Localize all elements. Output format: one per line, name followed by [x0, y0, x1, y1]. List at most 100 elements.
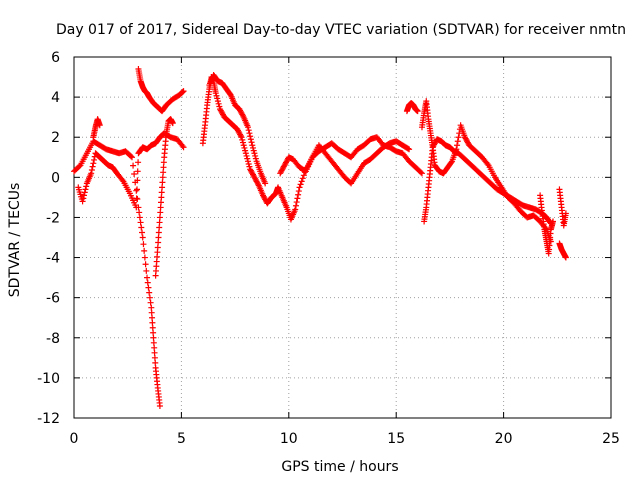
data-point	[149, 324, 156, 331]
y-tick-labels: -12 -10 -8 -6 -4 -2 0 2 4 6	[37, 50, 60, 427]
data-point	[159, 179, 166, 186]
data-point	[239, 112, 246, 119]
data-point	[562, 210, 569, 217]
data-point	[134, 196, 141, 203]
series-track-K	[418, 98, 554, 245]
y-tick-label: -2	[46, 210, 60, 226]
data-point	[151, 354, 158, 361]
plot-frame	[73, 56, 612, 419]
data-point	[300, 172, 307, 179]
series-track-L	[537, 192, 557, 257]
data-point	[252, 155, 259, 162]
data-point	[297, 181, 304, 188]
data-point	[213, 92, 220, 99]
data-point	[262, 180, 269, 187]
x-tick-label: 5	[177, 431, 186, 447]
data-point	[155, 234, 162, 241]
data-point	[214, 98, 221, 105]
data-point	[244, 155, 251, 162]
data-point	[149, 314, 156, 321]
data-point	[90, 160, 97, 167]
data-point	[252, 152, 259, 159]
data-point	[91, 156, 98, 163]
data-point	[242, 147, 249, 154]
data-point	[149, 319, 156, 326]
data-point	[81, 192, 88, 199]
data-point	[144, 274, 151, 281]
series-track-M	[556, 186, 569, 229]
data-point	[148, 304, 155, 311]
data-point	[180, 144, 187, 151]
data-point	[150, 329, 157, 336]
data-point	[243, 152, 250, 159]
y-tick-label: -10	[37, 371, 60, 387]
data-point	[155, 229, 162, 236]
data-point	[296, 184, 303, 191]
data-point	[147, 299, 154, 306]
data-point	[79, 198, 86, 205]
data-point	[146, 294, 153, 301]
data-point	[242, 150, 249, 157]
gridlines	[74, 57, 611, 418]
series-track-G	[206, 72, 269, 187]
data-point	[215, 100, 222, 107]
data-point	[133, 204, 140, 211]
y-tick-label: -4	[46, 251, 60, 267]
data-point	[139, 234, 146, 241]
chart-title: Day 017 of 2017, Sidereal Day-to-day VTE…	[56, 22, 626, 38]
series-track-I	[403, 100, 421, 115]
data-point	[292, 206, 299, 213]
data-point	[156, 214, 163, 221]
x-tick-label: 10	[280, 431, 298, 447]
data-point	[119, 177, 126, 184]
data-point	[76, 163, 83, 170]
y-tick-label: -8	[46, 331, 60, 347]
data-point	[246, 130, 253, 137]
data-point	[138, 224, 145, 231]
data-point	[151, 344, 158, 351]
series-track-N	[556, 240, 569, 261]
data-point	[144, 279, 151, 286]
data-point	[179, 142, 186, 149]
x-tick-labels: 0 5 10 15 20 25	[70, 431, 620, 447]
data-point	[293, 199, 300, 206]
data-point	[139, 229, 146, 236]
data-point	[212, 90, 219, 97]
data-point	[448, 159, 455, 166]
data-point	[133, 187, 140, 194]
y-tick-label: -12	[37, 411, 60, 427]
x-tick-label: 25	[602, 431, 620, 447]
data-point	[141, 247, 148, 254]
data-point	[299, 175, 306, 182]
y-tick-label: 2	[51, 130, 60, 146]
data-point	[130, 162, 137, 169]
y-tick-label: 0	[51, 170, 60, 186]
data-point	[140, 241, 147, 248]
data-point	[154, 244, 161, 251]
data-point	[240, 142, 247, 149]
data-point	[150, 339, 157, 346]
data-point	[145, 284, 152, 291]
series-track-B	[75, 130, 187, 211]
y-tick-label: 4	[51, 90, 60, 106]
data-point	[169, 120, 176, 127]
data-point	[151, 349, 158, 356]
data-point	[141, 254, 148, 261]
data-point	[406, 146, 413, 153]
data-point	[128, 154, 135, 161]
data-point	[248, 139, 255, 146]
data-point	[295, 191, 302, 198]
axis-ticks	[73, 56, 612, 419]
data-point	[550, 218, 557, 225]
data-point	[251, 150, 258, 157]
data-point	[158, 194, 165, 201]
series-track-A	[71, 138, 163, 409]
data-point	[247, 133, 254, 140]
data-point	[239, 136, 246, 143]
data-point	[157, 199, 164, 206]
data-point	[237, 132, 244, 139]
data-point	[96, 122, 103, 129]
data-point	[247, 136, 254, 143]
data-point	[136, 209, 143, 216]
